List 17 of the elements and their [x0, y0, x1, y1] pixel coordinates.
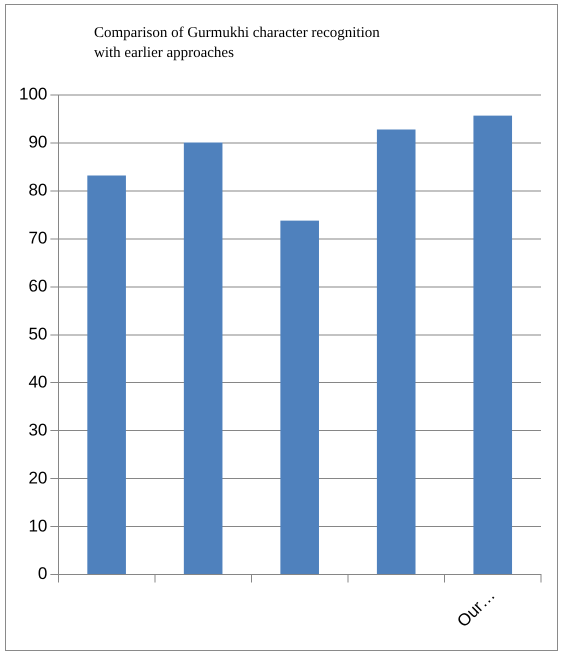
y-tick-label: 0 [38, 564, 48, 584]
y-tick-label: 10 [28, 516, 48, 536]
bar [376, 130, 416, 574]
y-tick-label: 20 [28, 468, 48, 488]
y-tick-label: 40 [28, 372, 48, 392]
chart-title: Comparison of Gurmukhi character recognition with earlier approaches [94, 24, 381, 63]
y-tick-label: 70 [28, 228, 48, 248]
y-tick-label: 100 [18, 84, 48, 104]
bar [473, 116, 512, 574]
bar [184, 142, 222, 574]
y-tick-label: 30 [28, 420, 48, 440]
bar [87, 176, 126, 574]
y-tick-label: 50 [28, 324, 48, 344]
bar [280, 220, 319, 574]
y-tick-label: 60 [28, 276, 48, 296]
y-tick-label: 80 [28, 180, 48, 200]
y-tick-label: 90 [28, 132, 48, 152]
